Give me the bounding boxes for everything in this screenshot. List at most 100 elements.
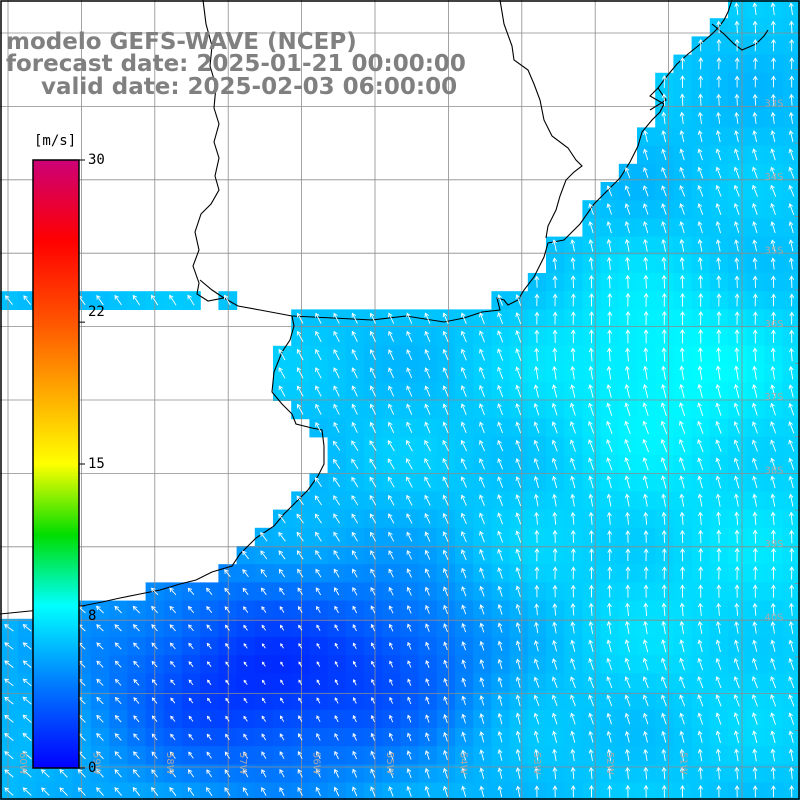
wind-arrow (296, 330, 304, 343)
wind-arrow (734, 38, 740, 52)
wind-arrow (515, 712, 521, 725)
wind-arrow (151, 697, 158, 704)
wind-arrow (351, 550, 358, 560)
wind-arrow (206, 624, 212, 631)
wind-arrow (442, 567, 449, 579)
wind-arrow (624, 730, 630, 743)
wind-arrow (296, 403, 304, 415)
wind-arrow (187, 786, 195, 796)
lat-label: 36S (764, 319, 783, 330)
wind-arrow (479, 330, 485, 343)
wind-arrow (788, 366, 794, 380)
wind-arrow (734, 766, 740, 780)
wind-arrow (770, 439, 777, 452)
wind-arrow (533, 421, 540, 434)
wind-arrow (588, 676, 595, 689)
wind-arrow (443, 731, 448, 742)
wind-arrow (206, 606, 213, 613)
wind-arrow (515, 384, 522, 398)
wind-arrow (752, 20, 758, 34)
wind-arrow (279, 769, 285, 778)
wind-arrow (424, 750, 430, 760)
wind-arrow (551, 475, 558, 489)
speed-cell (0, 782, 19, 800)
wind-arrow (734, 130, 739, 143)
wind-arrow (789, 584, 795, 598)
wind-arrow (789, 38, 795, 52)
wind-arrow (515, 312, 522, 325)
speed-cell (782, 400, 800, 420)
wind-arrow (697, 712, 704, 725)
speed-cell (236, 782, 256, 800)
wind-arrow (151, 294, 159, 306)
wind-arrow (388, 786, 394, 797)
wind-arrow (552, 511, 558, 525)
wind-arrow (752, 111, 758, 124)
wind-arrow (316, 624, 321, 631)
wind-arrow (442, 367, 449, 379)
wind-arrow (534, 748, 539, 762)
coastline-north-shore (499, 0, 583, 239)
wind-arrow (588, 439, 595, 452)
wind-arrow (334, 587, 340, 596)
wind-arrow (752, 2, 758, 16)
wind-arrow (789, 93, 794, 106)
wind-arrow (406, 568, 412, 578)
wind-arrow (461, 767, 467, 779)
wind-arrow (4, 751, 14, 760)
wind-vectors (4, 2, 795, 798)
wind-arrow (351, 495, 359, 506)
wind-arrow (479, 640, 485, 651)
wind-arrow (243, 715, 248, 722)
wind-arrow (788, 511, 794, 525)
wind-arrow (770, 257, 776, 270)
wind-arrow (388, 568, 394, 578)
speed-cell (200, 782, 219, 800)
wind-arrow (697, 257, 703, 270)
wind-arrow (515, 640, 521, 652)
wind-arrow (280, 661, 284, 667)
wind-arrow (680, 292, 685, 307)
wind-arrow (352, 642, 357, 650)
wind-arrow (552, 275, 558, 288)
wind-arrow (133, 715, 140, 723)
wind-arrow (188, 679, 194, 686)
wind-arrow (552, 329, 558, 344)
wind-arrow (389, 696, 394, 704)
wind-arrow (569, 421, 576, 434)
wind-arrow (23, 295, 32, 305)
wind-arrow (333, 367, 340, 379)
wind-arrow (698, 311, 704, 326)
wind-arrow (334, 624, 339, 632)
wind-arrow (789, 275, 795, 288)
wind-arrow (715, 621, 721, 634)
wind-arrow (570, 584, 576, 598)
wind-arrow (788, 639, 794, 652)
wind-arrow (752, 166, 758, 179)
wind-arrow (151, 733, 158, 741)
wind-arrow (315, 568, 322, 578)
wind-arrow (132, 624, 140, 632)
wind-arrow (570, 694, 576, 707)
wind-arrow (151, 605, 159, 614)
wind-arrow (59, 787, 68, 796)
wind-arrow (497, 494, 504, 507)
wind-arrow (4, 678, 14, 687)
wind-arrow (333, 385, 340, 397)
wind-arrow (261, 769, 267, 778)
wind-arrow (497, 330, 504, 343)
wind-arrow (333, 768, 340, 778)
wind-arrow (569, 439, 576, 452)
wind-arrow (697, 402, 704, 416)
wind-arrow (114, 715, 122, 723)
wind-arrow (280, 679, 284, 685)
wind-arrow (770, 402, 776, 416)
wind-arrow (771, 547, 776, 562)
wind-arrow (606, 694, 613, 707)
valid-date: valid date: 2025-02-03 06:00:00 (41, 74, 458, 100)
wind-arrow (643, 274, 649, 289)
wind-arrow (443, 586, 449, 597)
wind-arrow (770, 347, 776, 362)
wind-arrow (406, 513, 413, 524)
